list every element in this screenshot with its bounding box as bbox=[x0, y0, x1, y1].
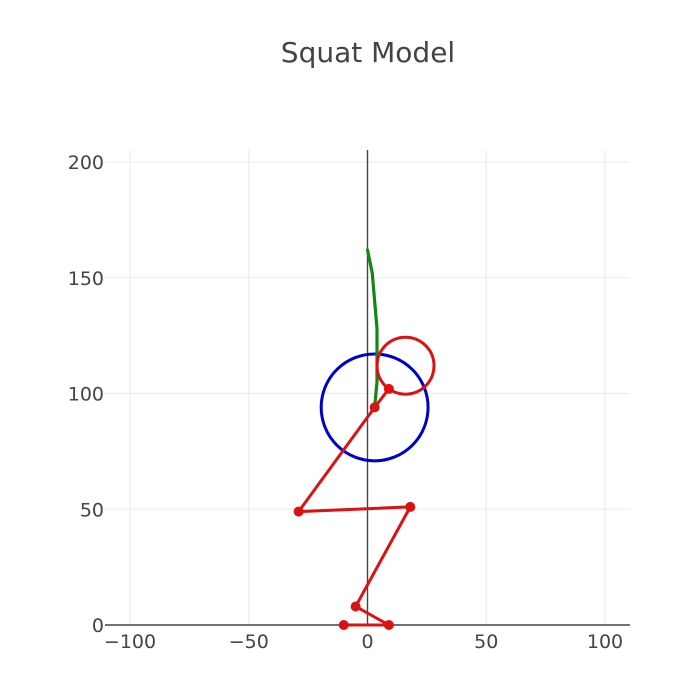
head-circle bbox=[375, 335, 436, 396]
y-tick-label: 0 bbox=[92, 615, 104, 637]
x-tick-label: −50 bbox=[229, 631, 269, 653]
y-tick-label: 100 bbox=[68, 384, 104, 406]
chart-title: Squat Model bbox=[281, 36, 455, 69]
joint-point bbox=[405, 501, 416, 512]
spine-curve bbox=[365, 248, 379, 409]
joint-point bbox=[369, 402, 380, 413]
axis-layer bbox=[105, 150, 630, 626]
joint-point bbox=[293, 506, 304, 517]
joint-point bbox=[350, 601, 361, 612]
y-tick-label: 50 bbox=[80, 499, 104, 521]
y-tick-label: 150 bbox=[68, 268, 104, 290]
mass-circle bbox=[319, 352, 430, 463]
y-tick-label: 200 bbox=[68, 152, 104, 174]
x-tick-label: −100 bbox=[104, 631, 156, 653]
tick-label-layer: −100 −50 0 50 100 0 50 100 150 200 bbox=[68, 152, 623, 653]
joint-point bbox=[383, 620, 394, 630]
mark-layer bbox=[293, 248, 436, 630]
joint-point bbox=[383, 383, 394, 394]
x-tick-label: 0 bbox=[361, 631, 373, 653]
joint-point bbox=[338, 620, 349, 630]
x-tick-label: 50 bbox=[474, 631, 498, 653]
x-tick-label: 100 bbox=[587, 631, 623, 653]
body-segment-line bbox=[297, 387, 412, 627]
